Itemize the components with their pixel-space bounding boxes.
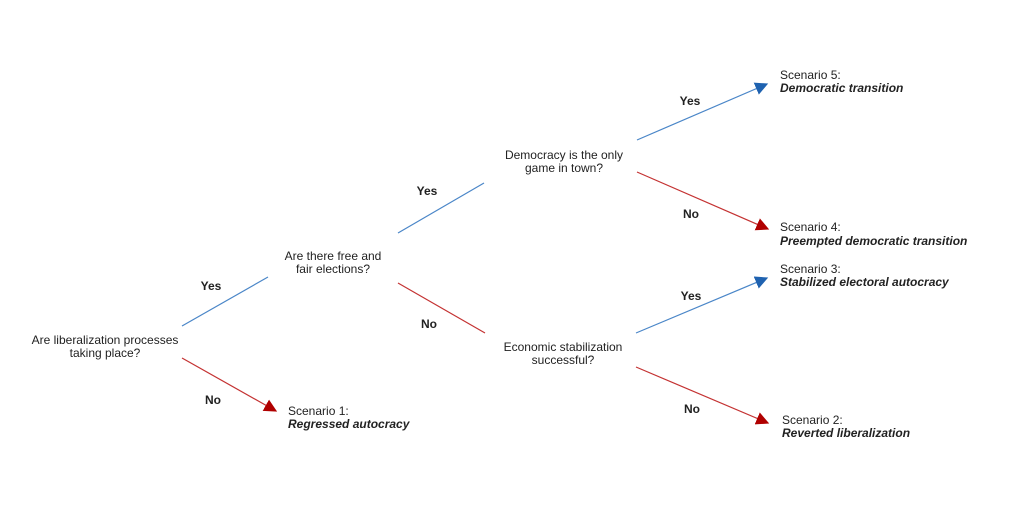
edge-label-no: No: [684, 402, 700, 416]
svg-text:Scenario 5:: Scenario 5:: [780, 68, 841, 82]
scenario-3: Scenario 3: Stabilized electoral autocra…: [780, 262, 950, 289]
edge-q3-yes-arrow: [636, 82, 769, 141]
svg-text:Regressed autocracy: Regressed autocracy: [288, 417, 411, 431]
edge-q2-no: [397, 282, 486, 334]
svg-text:Scenario 2:: Scenario 2:: [782, 413, 843, 427]
edge-q4-no-arrow: [635, 366, 770, 425]
edge-q1-yes: [181, 276, 269, 327]
edge-q3-no-arrow: [636, 171, 770, 231]
svg-text:Reverted liberalization: Reverted liberalization: [782, 426, 910, 440]
edge-label-yes: Yes: [680, 94, 701, 108]
question-democracy-only-game: Democracy is the only game in town?: [505, 148, 623, 175]
scenario-2: Scenario 2: Reverted liberalization: [782, 413, 910, 440]
svg-text:Stabilized electoral autocracy: Stabilized electoral autocracy: [780, 275, 950, 289]
edge-label-no: No: [421, 317, 437, 331]
question-free-elections: Are there free and fair elections?: [285, 249, 382, 276]
question-economic-stabilization: Economic stabilization successful?: [504, 340, 623, 367]
svg-text:Scenario 4:: Scenario 4:: [780, 220, 841, 234]
scenario-5: Scenario 5: Democratic transition: [780, 68, 903, 95]
svg-text:Scenario 3:: Scenario 3:: [780, 262, 841, 276]
edge-label-no: No: [683, 207, 699, 221]
svg-text:Preempted democratic transitio: Preempted democratic transition: [780, 234, 967, 248]
edge-q1-no-arrow: [181, 357, 278, 412]
edge-label-yes: Yes: [681, 289, 702, 303]
edge-label-yes: Yes: [201, 279, 222, 293]
edge-label-yes: Yes: [417, 184, 438, 198]
scenario-1: Scenario 1: Regressed autocracy: [288, 404, 411, 431]
question-liberalization: Are liberalization processes taking place…: [32, 333, 179, 360]
edge-q2-yes: [397, 182, 485, 234]
svg-text:Scenario 1:: Scenario 1:: [288, 404, 349, 418]
svg-text:Democratic transition: Democratic transition: [780, 81, 903, 95]
edge-q4-yes-arrow: [635, 276, 769, 334]
scenario-4: Scenario 4: Preempted democratic transit…: [780, 220, 967, 248]
edge-label-no: No: [205, 393, 221, 407]
